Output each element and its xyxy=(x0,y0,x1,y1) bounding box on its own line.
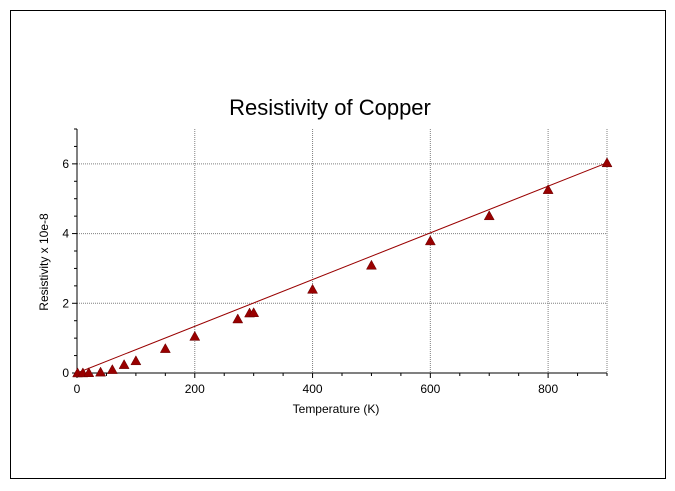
data-points xyxy=(72,157,613,378)
x-tick-label: 0 xyxy=(74,382,81,396)
data-point-triangle xyxy=(248,307,260,317)
axes xyxy=(72,128,608,378)
y-tick-label: 0 xyxy=(62,366,69,380)
y-tick-label: 6 xyxy=(62,157,69,171)
y-axis-label: Resistivity x 10e-8 xyxy=(37,213,51,311)
data-point-triangle xyxy=(307,283,318,294)
chart-frame: Resistivity of Copper 0 200 400 600 800 0 2 4 6… xyxy=(10,10,666,479)
y-tick-label: 4 xyxy=(62,227,69,241)
chart-title: Resistivity of Copper xyxy=(229,95,431,120)
y-tick-labels: 0 2 4 6 xyxy=(62,157,69,380)
x-tick-labels: 0 200 400 600 800 xyxy=(74,382,559,396)
data-point-triangle xyxy=(118,359,130,369)
y-tick-label: 2 xyxy=(62,296,69,310)
x-tick-label: 800 xyxy=(538,382,558,396)
x-tick-label: 200 xyxy=(185,382,205,396)
data-point-triangle xyxy=(424,235,436,246)
data-point-triangle xyxy=(232,313,244,324)
fit-line xyxy=(76,162,608,374)
data-point-triangle xyxy=(601,157,613,168)
data-point-triangle xyxy=(483,210,495,221)
data-point-triangle xyxy=(366,259,377,270)
x-tick-label: 600 xyxy=(420,382,440,396)
data-point-triangle xyxy=(159,343,171,353)
x-tick-label: 400 xyxy=(303,382,323,396)
data-point-triangle xyxy=(95,366,106,377)
data-point-triangle xyxy=(106,364,118,374)
fit-line-group xyxy=(76,162,608,374)
data-point-triangle xyxy=(542,184,554,194)
data-point-triangle xyxy=(130,355,142,366)
x-axis-label: Temperature (K) xyxy=(293,402,380,416)
grid-lines xyxy=(77,129,608,373)
data-point-triangle xyxy=(189,330,201,341)
data-point-triangle xyxy=(83,367,95,377)
resistivity-chart: Resistivity of Copper 0 200 400 600 800 0 2 4 6… xyxy=(37,95,613,416)
